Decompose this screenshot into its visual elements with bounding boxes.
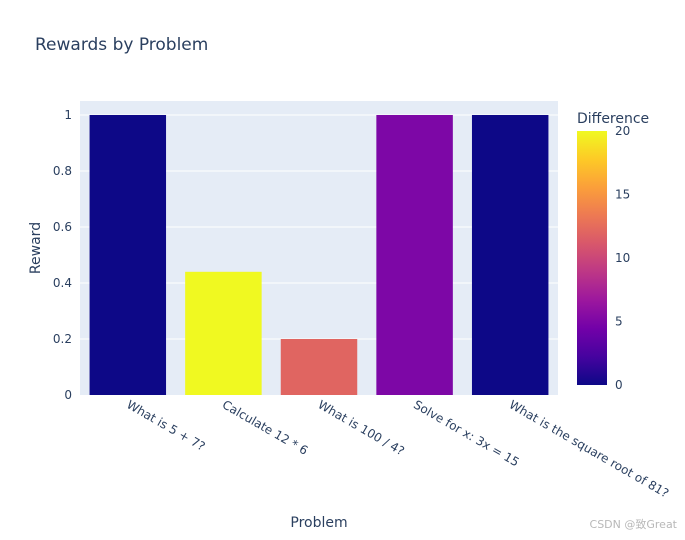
bar — [376, 115, 453, 395]
watermark: CSDN @致Great — [589, 518, 677, 531]
x-axis-ticks: What is 5 + 7? Calculate 12 * 6 What is 10… — [124, 397, 671, 500]
x-axis-label: Problem — [290, 515, 347, 531]
y-tick-label: 0.2 — [53, 332, 72, 346]
x-tick-label: Calculate 12 * 6 — [220, 397, 310, 457]
colorbar-tick-label: 0 — [615, 378, 623, 392]
bar — [185, 271, 262, 395]
x-tick-label: What is 5 + 7? — [124, 397, 207, 453]
colorbar-tick-label: 5 — [615, 315, 623, 329]
colorbar-tick-label: 20 — [615, 124, 630, 138]
colorbar-title: Difference — [577, 111, 649, 127]
bar — [471, 115, 549, 395]
colorbar-tick-label: 15 — [615, 188, 630, 202]
colorbar-tick-label: 10 — [615, 251, 630, 265]
y-tick-label: 0 — [64, 388, 72, 402]
colorbar-gradient — [577, 131, 607, 385]
y-axis-label: Reward — [28, 222, 44, 274]
y-tick-label: 0.4 — [53, 276, 72, 290]
colorbar-ticks: 0 5 10 15 20 — [615, 124, 630, 392]
x-tick-label: What is 100 / 4? — [316, 397, 407, 458]
x-tick-label: What is the square root of 81? — [507, 397, 671, 500]
y-tick-label: 0.6 — [53, 220, 72, 234]
y-axis-ticks: 0 0.2 0.4 0.6 0.8 1 — [53, 108, 72, 402]
bar — [89, 115, 167, 395]
bars — [89, 115, 549, 395]
y-tick-label: 1 — [64, 108, 72, 122]
x-tick-label: Solve for x: 3x = 15 — [411, 397, 522, 469]
chart-title: Rewards by Problem — [35, 35, 208, 55]
bar — [280, 339, 358, 395]
colorbar: Difference 0 5 10 15 20 — [577, 111, 649, 392]
y-tick-label: 0.8 — [53, 164, 72, 178]
